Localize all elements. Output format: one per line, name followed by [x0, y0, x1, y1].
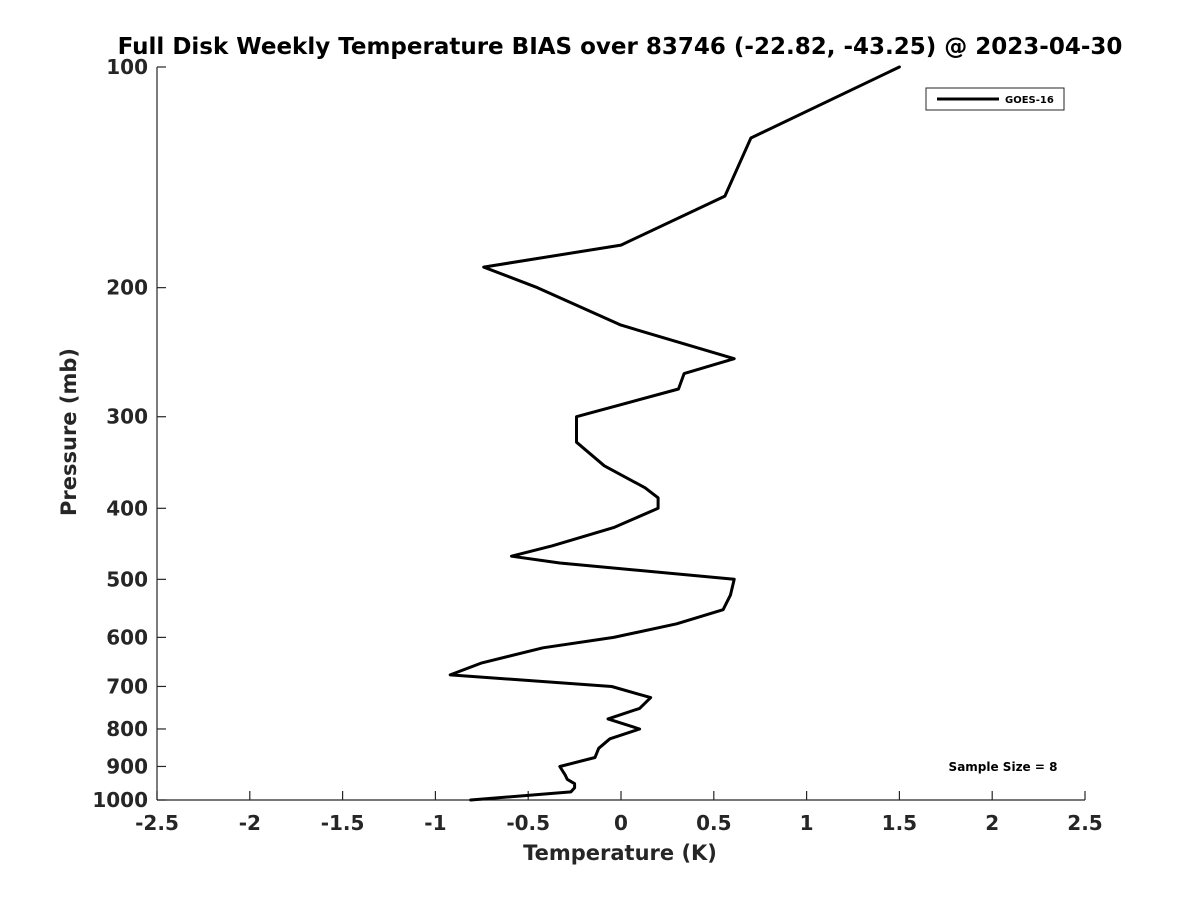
x-tick-label: -2	[239, 811, 261, 835]
x-tick-label: 2.5	[1067, 811, 1102, 835]
x-axis-label: Temperature (K)	[523, 841, 717, 865]
y-tick-label: 700	[106, 674, 148, 698]
y-tick-label: 800	[106, 717, 148, 741]
x-tick-label: 1.5	[882, 811, 917, 835]
chart-title: Full Disk Weekly Temperature BIAS over 8…	[118, 34, 1123, 60]
sample-size-annotation: Sample Size = 8	[949, 760, 1058, 774]
x-tick-label: 2	[985, 811, 999, 835]
plot-area	[448, 65, 901, 802]
x-tick-label: 0	[614, 811, 628, 835]
legend: GOES-16	[925, 87, 1065, 111]
x-tick-label: 1	[800, 811, 814, 835]
legend-label: GOES-16	[1005, 95, 1054, 106]
y-tick-label: 100	[106, 55, 148, 79]
y-tick-label: 200	[106, 276, 148, 300]
y-tick-label: 1000	[92, 788, 148, 812]
x-tick-label: 0.5	[696, 811, 731, 835]
x-tick-label: -0.5	[506, 811, 550, 835]
y-axis-label: Pressure (mb)	[57, 348, 81, 516]
y-tick-label: 500	[106, 567, 148, 591]
x-tick-label: -1.5	[321, 811, 365, 835]
y-tick-label: 900	[106, 754, 148, 778]
y-tick-label: 600	[106, 625, 148, 649]
axes: -2.5 -2 -1.5 -1 -0.5 0 0.5 1 1.5 2 2.5 100 200 300 400…	[92, 55, 1102, 835]
y-tick-label: 400	[106, 496, 148, 520]
x-tick-label: -2.5	[135, 811, 179, 835]
y-tick-label: 300	[106, 405, 148, 429]
x-tick-label: -1	[424, 811, 446, 835]
series-line-goes-16	[448, 65, 901, 802]
